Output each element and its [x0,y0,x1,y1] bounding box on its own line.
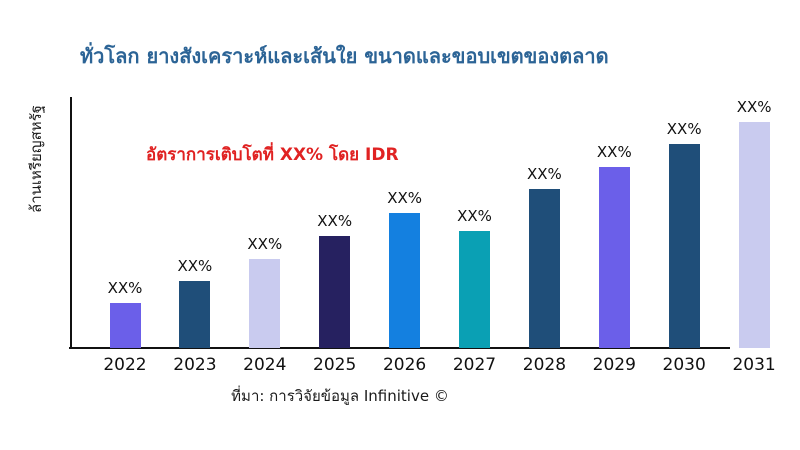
x-tick-label: 2031 [732,355,776,375]
x-axis-line [69,347,730,349]
bar-2028 [528,189,560,348]
x-tick-label: 2024 [243,355,287,375]
x-tick-label: 2026 [382,355,427,375]
bar-value-label: XX% [107,279,143,297]
x-tick-label: 2030 [662,355,706,375]
growth-rate-annotation: อัตราการเติบโตที่ XX% โดย IDR [146,145,399,165]
bar-2025 [319,236,351,348]
x-tick-label: 2027 [452,355,497,375]
x-tick-label: 2023 [173,355,217,375]
bar-2023 [179,281,211,348]
bar-value-label: XX% [177,257,213,275]
bar-value-label: XX% [666,120,702,138]
bar-value-label: XX% [247,235,283,253]
bar-2031 [738,122,770,348]
chart-title: ทั่วโลก ยางสังเคราะห์และเส้นใย ขนาดและขอ… [80,44,609,68]
bar-value-label: XX% [526,165,562,183]
bar-2024 [249,259,281,348]
bar-value-label: XX% [596,143,632,161]
x-tick-label: 2022 [103,355,147,375]
x-tick-label: 2025 [313,355,357,375]
x-tick-label: 2029 [592,355,636,375]
y-axis-label: ล้านเหรียญสหรัฐ [27,105,45,213]
bar-2022 [109,303,141,348]
bar-2030 [668,144,700,348]
bar-2029 [598,167,630,348]
bar-2026 [389,213,421,348]
source-note: ที่มา: การวิจัยข้อมูล Infinitive © [231,387,449,405]
y-axis-line [70,97,72,348]
x-tick-label: 2028 [522,355,567,375]
bar-2027 [459,231,490,348]
bar-value-label: XX% [736,98,772,116]
bar-value-label: XX% [387,189,422,207]
bar-value-label: XX% [317,212,353,230]
bar-value-label: XX% [457,207,492,225]
